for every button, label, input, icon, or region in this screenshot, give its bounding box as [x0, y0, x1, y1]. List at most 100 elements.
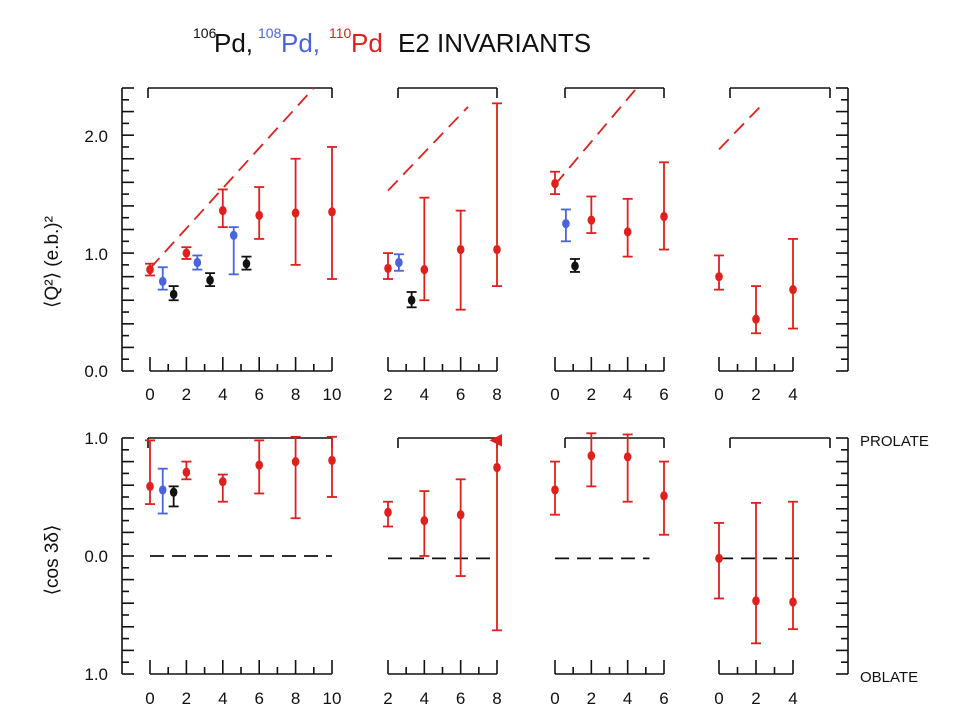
- data-point-110Pd: [587, 215, 596, 225]
- data-point-110Pd: [493, 462, 501, 473]
- plot-area: 0 2 4 6 8 10 2 4 6 8 0 2 4 6 0 2 4 0 2 4 6 8 10 2 4 6 8 0 2 4 6 0 2 4: [121, 87, 849, 708]
- x-tick-label: 0: [714, 689, 723, 708]
- data-point-108Pd: [395, 257, 403, 268]
- x-tick-label: 4: [623, 689, 632, 708]
- data-point-110Pd: [623, 452, 632, 462]
- x-tick-label: 4: [788, 689, 797, 708]
- prolate-label: PROLATE: [860, 433, 929, 450]
- x-tick-label: 6: [456, 385, 465, 404]
- y-axis-label-bottom: ⟨cos 3δ⟩: [42, 525, 63, 596]
- data-point-110Pd: [384, 263, 392, 274]
- data-point-106Pd: [571, 261, 579, 271]
- data-point-108Pd: [229, 230, 238, 240]
- data-point-110Pd: [789, 285, 797, 295]
- x-tick-label: 2: [182, 385, 191, 404]
- x-tick-label: 2: [383, 385, 392, 404]
- data-point-110Pd: [219, 206, 227, 216]
- x-tick-label: 2: [182, 689, 191, 708]
- title-text: E2 INVARIANTS: [398, 28, 591, 58]
- data-point-110Pd: [715, 553, 723, 563]
- data-point-110Pd: [551, 485, 559, 495]
- x-tick-label: 8: [291, 689, 300, 708]
- chart-title: 106 Pd, 108 Pd, 110 Pd E2 INVARIANTS: [193, 25, 591, 58]
- data-point-110Pd: [715, 272, 723, 282]
- data-point-106Pd: [206, 275, 214, 285]
- x-tick-label: 4: [623, 385, 632, 404]
- data-point-110Pd: [587, 451, 596, 461]
- x-tick-label: 6: [254, 689, 263, 708]
- x-tick-label: 2: [383, 689, 392, 708]
- y-tick-label: 2.0: [84, 127, 108, 146]
- data-point-110Pd: [182, 248, 191, 258]
- dashed-reference-line: [718, 102, 765, 150]
- data-point-110Pd: [146, 481, 154, 491]
- x-tick-label: 4: [218, 385, 227, 404]
- x-tick-label: 2: [587, 689, 596, 708]
- x-tick-label: 2: [751, 385, 760, 404]
- x-tick-label: 4: [420, 689, 429, 708]
- data-point-106Pd: [242, 259, 251, 269]
- data-point-110Pd: [660, 211, 668, 222]
- x-tick-label: 8: [492, 385, 501, 404]
- y-tick-label: 1.0: [84, 429, 108, 448]
- data-point-106Pd: [169, 487, 178, 497]
- data-point-110Pd: [789, 597, 797, 607]
- data-point-106Pd: [407, 295, 416, 305]
- title-nucleus-110: Pd: [351, 28, 383, 58]
- x-tick-label: 0: [550, 385, 559, 404]
- data-point-110Pd: [623, 227, 632, 237]
- x-tick-label: 6: [456, 689, 465, 708]
- data-point-110Pd: [328, 207, 336, 217]
- x-tick-label: 4: [788, 385, 797, 404]
- data-point-110Pd: [551, 178, 559, 189]
- data-point-110Pd: [456, 510, 465, 520]
- data-point-110Pd: [660, 491, 668, 501]
- x-tick-label: 0: [550, 689, 559, 708]
- data-point-110Pd: [146, 264, 154, 275]
- data-point-110Pd: [255, 460, 263, 470]
- title-sup-108: 108: [258, 25, 282, 41]
- data-point-110Pd: [291, 457, 300, 467]
- x-tick-label: 10: [323, 689, 342, 708]
- dashed-reference-line: [554, 87, 638, 186]
- data-point-106Pd: [169, 289, 178, 299]
- data-point-110Pd: [420, 516, 429, 526]
- x-tick-label: 6: [659, 385, 668, 404]
- x-tick-label: 4: [218, 689, 227, 708]
- title-nucleus-108: Pd,: [281, 28, 320, 58]
- data-point-110Pd: [255, 210, 263, 220]
- data-point-108Pd: [193, 257, 202, 268]
- title-sup-110: 110: [329, 25, 352, 41]
- data-point-110Pd: [182, 467, 191, 477]
- x-tick-label: 6: [659, 689, 668, 708]
- data-point-110Pd: [493, 244, 501, 255]
- data-point-110Pd: [328, 455, 336, 466]
- dashed-reference-line: [149, 87, 315, 270]
- data-point-110Pd: [752, 596, 760, 606]
- x-tick-label: 8: [291, 385, 300, 404]
- y-tick-label: 0.0: [84, 547, 108, 566]
- x-tick-label: 6: [254, 385, 263, 404]
- data-point-110Pd: [219, 477, 227, 487]
- data-point-108Pd: [158, 485, 167, 495]
- y-axis-label-top: ⟨Q²⟩ (e.b.)²: [42, 216, 63, 308]
- x-tick-label: 4: [420, 385, 429, 404]
- oblate-label: OBLATE: [860, 669, 918, 686]
- data-point-108Pd: [158, 276, 167, 286]
- x-tick-label: 10: [323, 385, 342, 404]
- data-point-110Pd: [456, 244, 465, 255]
- data-point-110Pd: [752, 314, 760, 324]
- y-tick-label: 1.0: [84, 665, 108, 684]
- title-sup-106: 106: [193, 25, 217, 41]
- data-point-110Pd: [420, 264, 429, 275]
- data-point-110Pd: [384, 507, 392, 517]
- x-tick-label: 8: [492, 689, 501, 708]
- y-tick-label: 0.0: [84, 362, 108, 381]
- y-tick-label: 1.0: [84, 245, 108, 264]
- x-tick-label: 2: [751, 689, 760, 708]
- dashed-reference-line: [387, 106, 469, 192]
- x-tick-label: 0: [714, 385, 723, 404]
- x-tick-label: 0: [145, 689, 154, 708]
- x-tick-label: 2: [587, 385, 596, 404]
